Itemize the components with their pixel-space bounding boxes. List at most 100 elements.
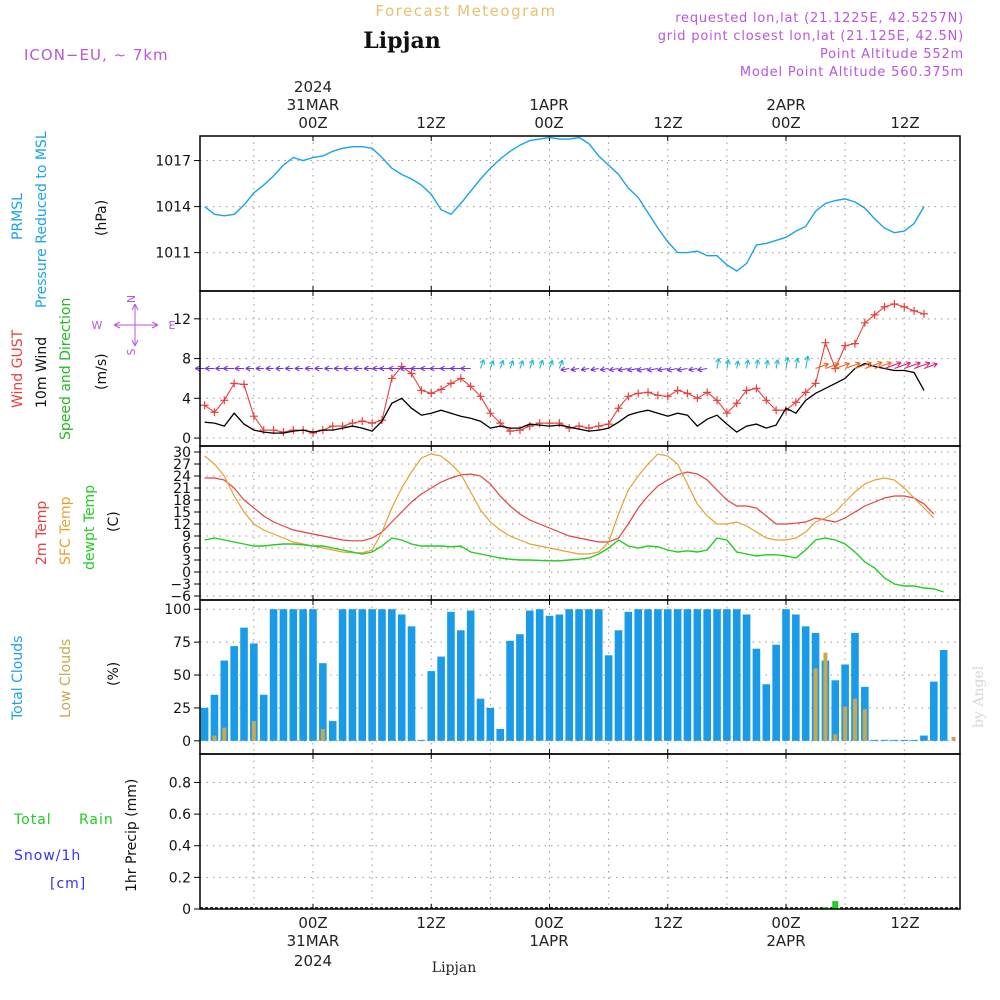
panel-wind: 12 8 4 0 <box>173 291 960 447</box>
wind-direction-arrow <box>333 365 343 372</box>
wind-direction-arrow <box>617 366 629 373</box>
y-tick-label-temperature: 3 <box>182 553 191 569</box>
total-cloud-bar <box>713 609 721 741</box>
wind-direction-arrow <box>388 365 402 372</box>
total-cloud-bar <box>545 615 554 741</box>
wind-direction-arrow <box>363 365 373 372</box>
gust-marker <box>880 302 889 311</box>
wind-direction-arrow <box>608 366 619 373</box>
y-tick-label-temperature: 30 <box>173 445 191 461</box>
y-tick-label-temperature: 12 <box>173 517 191 533</box>
y-tick-label-clouds: 50 <box>173 668 191 684</box>
wind-direction-arrow <box>304 365 313 372</box>
total-cloud-bar <box>348 609 357 741</box>
total-cloud-bar <box>752 648 761 741</box>
wind-direction-arrow <box>923 362 938 370</box>
wind-direction-arrow <box>245 365 254 372</box>
low-cloud-bar <box>813 668 818 741</box>
wind-direction-arrow <box>570 366 580 373</box>
low-cloud-bar <box>862 709 867 741</box>
model-label: ICON−EU, ∼ 7km <box>24 46 169 64</box>
gust-marker <box>309 429 317 438</box>
total-cloud-bar <box>683 609 692 741</box>
gust-marker <box>841 341 850 350</box>
total-cloud-bar <box>457 630 465 741</box>
total-cloud-bar <box>476 698 485 741</box>
wind-direction-arrow <box>825 362 840 370</box>
total-cloud-bar <box>634 609 642 741</box>
y-tick-label-precip: 0.4 <box>169 839 191 855</box>
total-cloud-bar <box>939 650 948 741</box>
top-hour-label-2: 12Z <box>416 114 445 132</box>
panel-clouds: 100 75 50 25 0 <box>164 600 960 754</box>
gust-marker <box>407 369 416 378</box>
wind-direction-arrow <box>343 365 353 372</box>
total-cloud-bar <box>565 609 574 741</box>
total-cloud-bar <box>693 609 702 741</box>
bottom-hour-label-6: 12Z <box>890 914 919 932</box>
wind-direction-arrow <box>479 359 486 369</box>
top-year-label: 2024 <box>294 78 332 96</box>
gust-marker <box>811 379 820 388</box>
total-cloud-bar <box>831 680 840 741</box>
total-cloud-bar <box>575 609 583 741</box>
wind-direction-arrow <box>854 361 872 370</box>
gust-marker <box>486 409 495 418</box>
precip-snow-label: Snow/1h <box>14 848 81 864</box>
y-tick-label-clouds: 100 <box>164 602 191 618</box>
gust-marker <box>624 392 633 401</box>
gust-marker <box>466 382 475 391</box>
total-cloud-bar <box>269 609 278 741</box>
gust-marker <box>634 389 643 398</box>
gust-marker <box>850 339 859 348</box>
total-cloud-bar <box>555 614 564 741</box>
wind-direction-arrow <box>314 365 323 372</box>
rain-bar <box>832 901 839 909</box>
gust-marker <box>387 374 396 383</box>
y-tick-label-clouds: 25 <box>173 701 191 717</box>
bottom-day-label-3: 2APR <box>766 932 805 950</box>
panel-frame-pressure <box>199 135 961 292</box>
compass-rose: N S E W <box>92 295 176 356</box>
gust-marker <box>289 426 298 435</box>
wind-direction-arrow <box>676 366 688 373</box>
wind-direction-arrow <box>284 365 294 372</box>
gust-marker <box>338 422 347 431</box>
wind-direction-arrow <box>590 366 599 373</box>
total-cloud-bar <box>299 609 307 741</box>
top-hour-label-5: 00Z <box>771 114 800 132</box>
gust-marker <box>791 398 800 407</box>
gust-marker <box>663 392 672 401</box>
total-cloud-bar <box>447 611 455 741</box>
gust-marker <box>870 310 879 319</box>
bottom-day-label-2: 1APR <box>529 932 568 950</box>
total-cloud-bar <box>594 609 603 741</box>
gust-marker <box>614 404 623 413</box>
gust-marker <box>722 409 731 418</box>
compass-south: S <box>125 348 138 355</box>
y-tick-label-wind: 0 <box>182 431 191 447</box>
wind-direction-arrow <box>844 361 861 370</box>
total-cloud-bar <box>319 663 327 741</box>
y-tick-label-precip: 0.6 <box>169 807 191 823</box>
pressure-label-1: PRMSL <box>10 193 26 240</box>
gust-marker <box>200 401 209 410</box>
wind-direction-arrow <box>864 360 883 370</box>
wind-direction-arrow <box>599 366 609 373</box>
total-cloud-bar <box>585 609 593 741</box>
panel-precip: 0.8 0.6 0.4 0.2 0 <box>169 754 960 918</box>
total-cloud-bar <box>870 739 879 741</box>
total-cloud-bar <box>220 660 229 741</box>
wind-direction-arrow <box>560 366 570 373</box>
top-hour-label-6: 12Z <box>890 114 919 132</box>
wind-direction-arrow <box>784 356 791 369</box>
y-tick-label-temperature: 0 <box>182 565 191 581</box>
wind-speed-line <box>204 362 925 434</box>
gust-marker <box>368 419 377 428</box>
total-cloud-bar <box>309 609 317 741</box>
temp-sfc-line <box>204 453 935 555</box>
panel-frame-temperature <box>199 445 961 601</box>
total-cloud-bar <box>338 609 347 741</box>
low-cloud-bar <box>222 727 227 741</box>
low-cloud-bar <box>823 652 828 741</box>
